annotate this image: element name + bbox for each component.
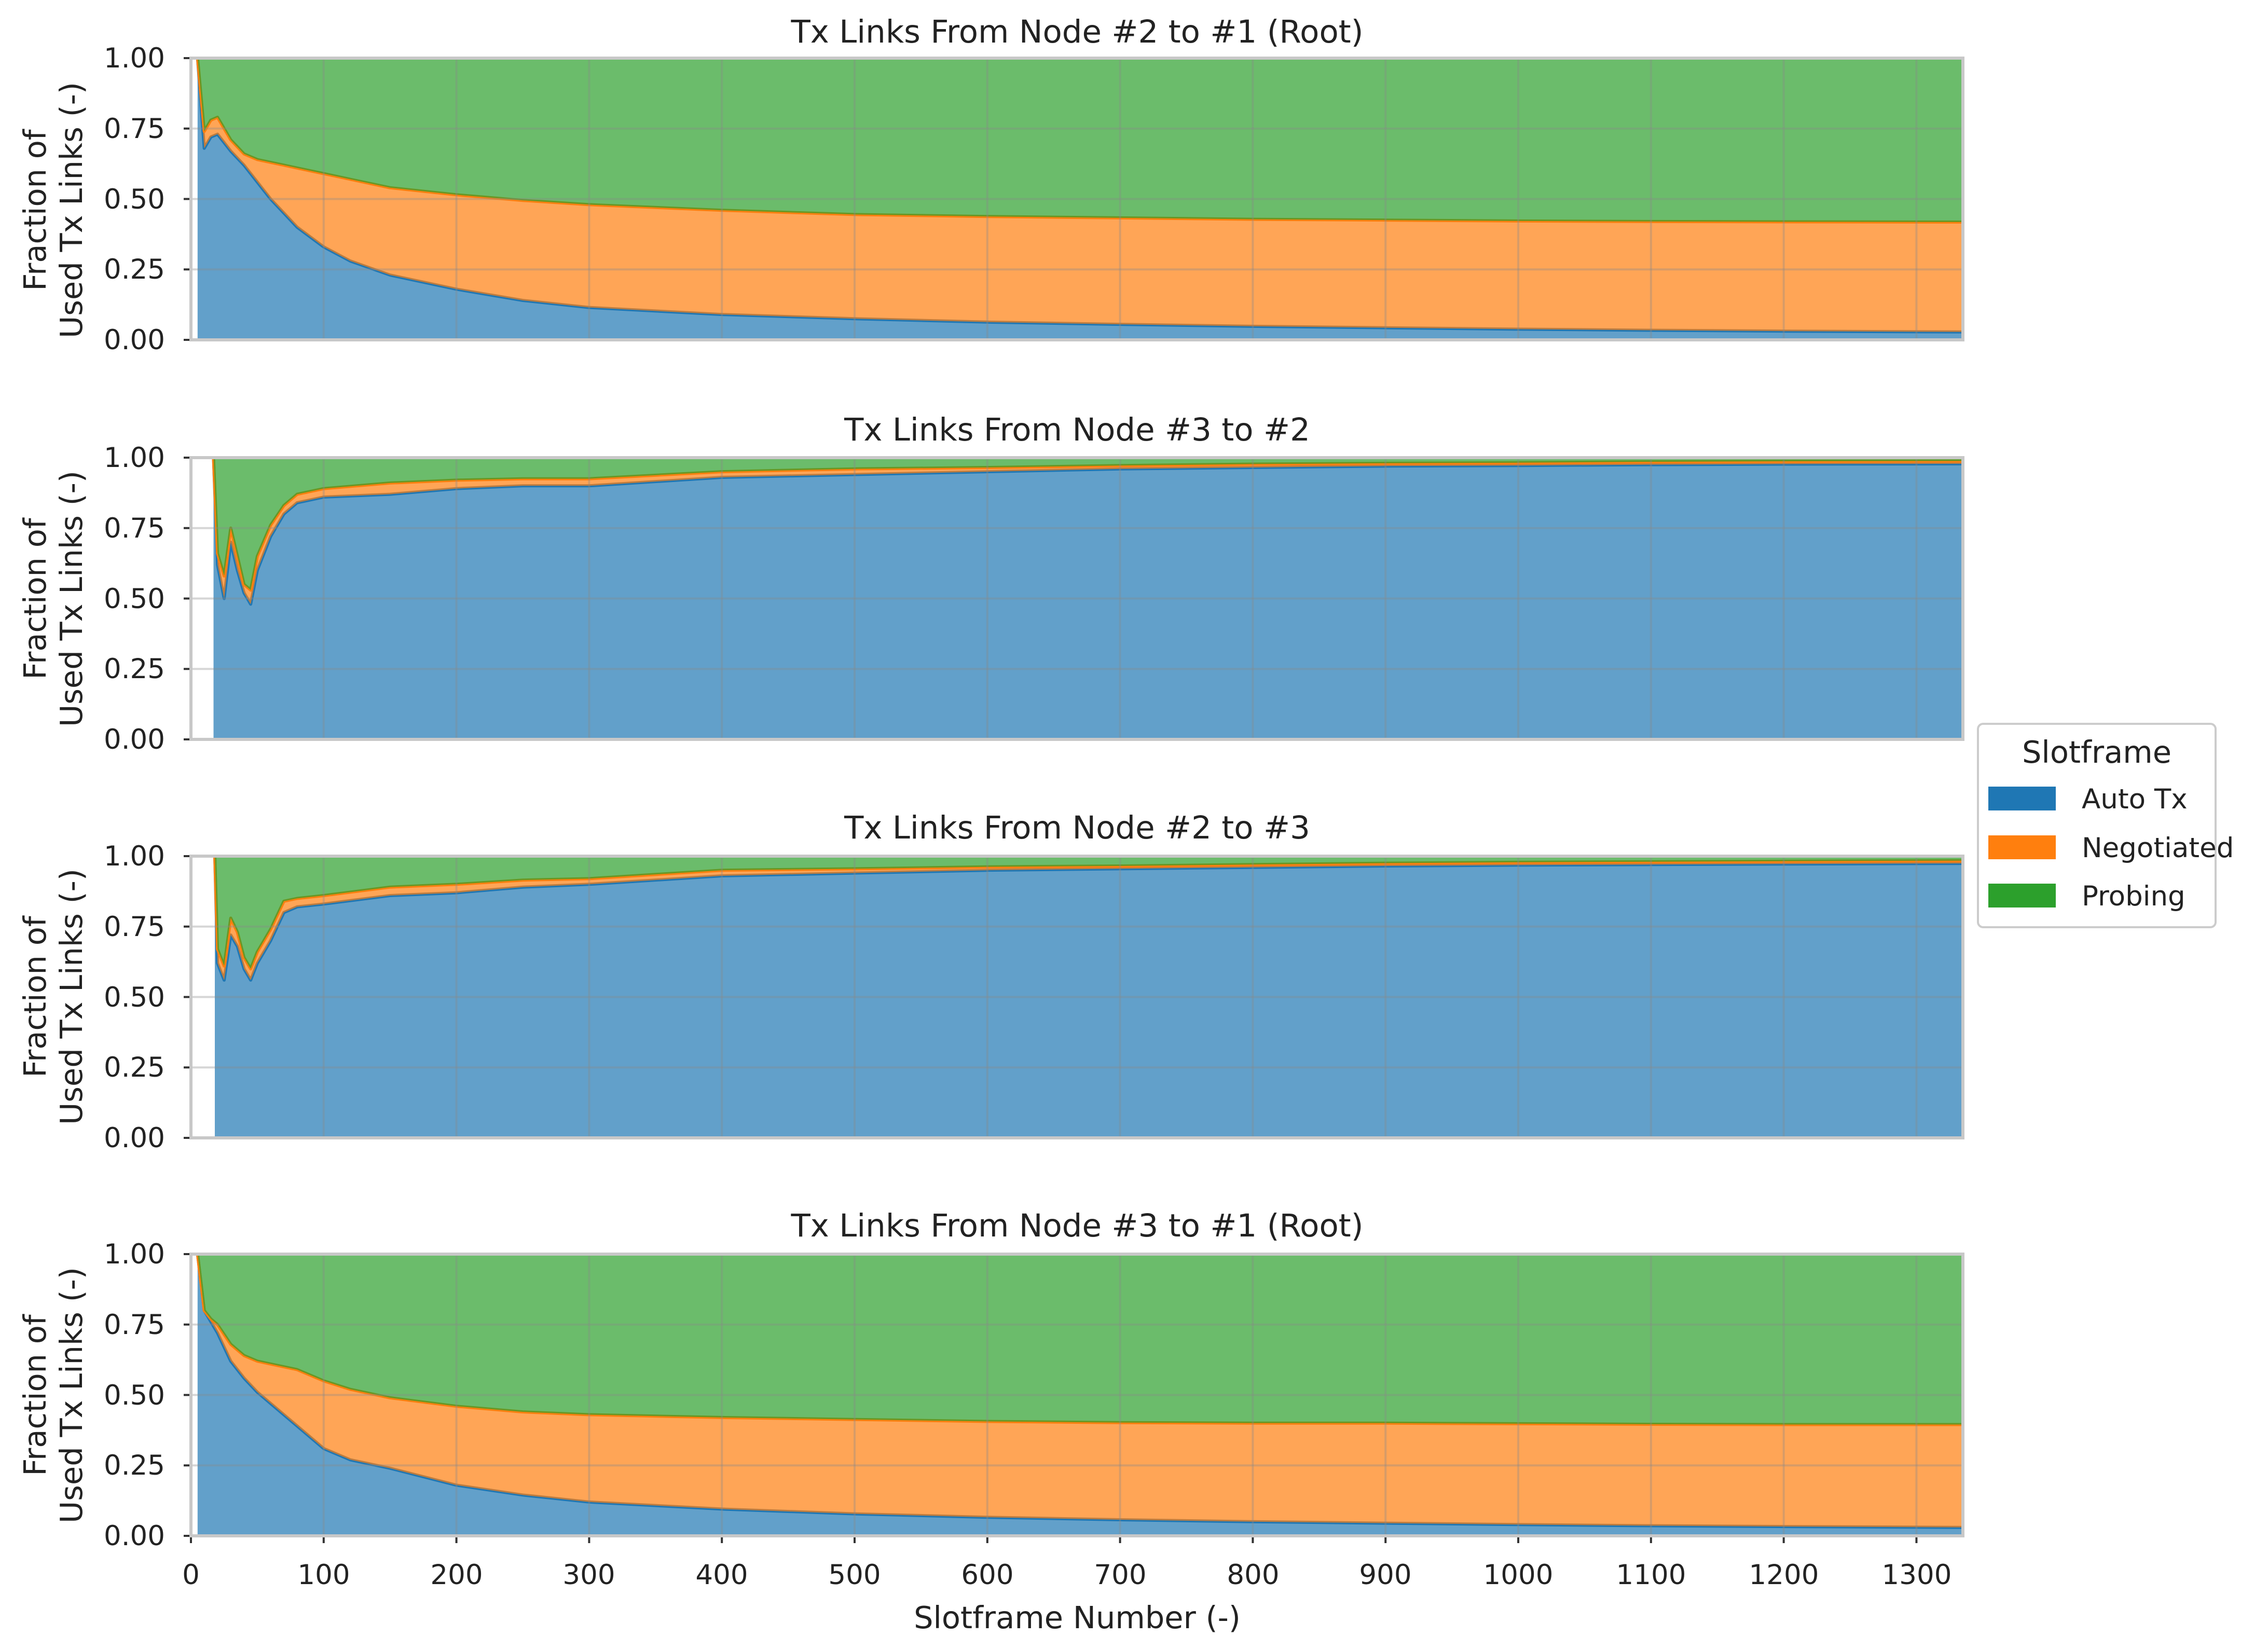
panel-3-y-tick-labels: 0.00 0.25 0.50 0.75 1.00 [104,841,165,1154]
panel-1: Tx Links From Node #2 to #1 (Root) Fract… [17,13,1964,356]
legend-title: Slotframe [2022,734,2171,770]
panel-3-ylabel-line1: Fraction of [17,915,53,1077]
panel-3-plot [184,855,1964,1139]
panel-3-ylabel-line2: Used Tx Links (-) [53,869,89,1125]
x-tick-label: 800 [1227,1559,1279,1591]
panel-4-ylabel-line1: Fraction of [17,1314,53,1476]
panel-1-ylabel-line2: Used Tx Links (-) [53,82,89,338]
y-tick-label: 0.25 [104,254,165,285]
area-probing [197,58,1963,222]
y-tick-label: 0.00 [104,324,165,356]
panel-4-plot [184,1253,1964,1543]
panel-1-y-tick-labels: 0.00 0.25 0.50 0.75 1.00 [104,43,165,356]
area-probing [213,458,1963,590]
legend-frame [1977,723,2217,928]
panel-2-title: Tx Links From Node #3 to #2 [844,411,1310,448]
legend-swatch-negotiated [1988,835,2056,859]
y-tick-label: 1.00 [104,43,165,74]
legend-label-auto-tx: Auto Tx [2082,783,2188,815]
panel-2-ylabel-line1: Fraction of [17,517,53,679]
area-auto-tx [197,1254,1963,1536]
x-tick-label: 600 [961,1559,1013,1591]
x-tick-labels: 0 100 200 300 400 500 600 700 800 900 10… [182,1559,1951,1591]
y-tick-label: 0.00 [104,724,165,755]
panel-4-y-tick-labels: 0.00 0.25 0.50 0.75 1.00 [104,1239,165,1552]
y-tick-label: 0.25 [104,653,165,685]
plot-frame [189,456,1964,741]
y-tick-label: 0.50 [104,583,165,615]
y-tick-label: 1.00 [104,1239,165,1270]
legend-swatch-probing [1988,884,2056,908]
y-tick-label: 0.00 [104,1520,165,1552]
y-tick-label: 0.25 [104,1450,165,1481]
plot-frame [189,57,1964,341]
legend-label-negotiated: Negotiated [2082,832,2234,864]
panel-1-plot [184,57,1964,341]
y-tick-label: 0.50 [104,184,165,215]
y-tick-label: 0.75 [104,513,165,544]
panel-2-ylabel-line2: Used Tx Links (-) [53,471,89,727]
x-tick-label: 100 [297,1559,350,1591]
area-negotiated [197,1254,1963,1528]
legend: Slotframe Auto Tx Negotiated Probing [1977,723,2234,928]
panel-4: Tx Links From Node #3 to #1 (Root) Fract… [17,1207,1964,1552]
x-axis-label: Slotframe Number (-) [914,1600,1241,1635]
area-probing [215,856,1963,969]
area-probing [197,1254,1963,1425]
panel-2-y-tick-labels: 0.00 0.25 0.50 0.75 1.00 [104,442,165,755]
area-auto-tx [215,856,1963,1138]
x-tick-label: 1300 [1882,1559,1952,1591]
plot-frame [189,1253,1964,1537]
panel-2: Tx Links From Node #3 to #2 Fraction of … [17,411,1964,755]
line-auto-tx [212,457,1963,606]
x-tick-label: 1100 [1616,1559,1686,1591]
plot-frame [189,855,1964,1139]
y-tick-label: 0.00 [104,1122,165,1154]
y-tick-label: 1.00 [104,841,165,872]
y-tick-label: 0.75 [104,911,165,943]
panel-4-title: Tx Links From Node #3 to #1 (Root) [790,1207,1363,1244]
line-negotiated [213,856,1963,971]
x-tick-label: 300 [562,1559,615,1591]
area-negotiated [197,58,1963,332]
x-tick-label: 400 [695,1559,748,1591]
area-auto-tx [197,58,1963,340]
panel-4-ylabel-line2: Used Tx Links (-) [53,1267,89,1523]
panel-1-ylabel-line1: Fraction of [17,129,53,291]
x-tick-label: 0 [182,1559,200,1591]
panel-3: Tx Links From Node #2 to #3 Fraction of … [17,809,1964,1154]
x-tick-label: 900 [1359,1559,1411,1591]
panel-1-title: Tx Links From Node #2 to #1 (Root) [790,13,1363,50]
y-tick-label: 0.75 [104,113,165,145]
y-tick-label: 0.50 [104,1380,165,1411]
x-tick-label: 1200 [1749,1559,1819,1591]
legend-swatch-auto-tx [1988,787,2056,810]
x-tick-label: 700 [1094,1559,1146,1591]
panel-3-title: Tx Links From Node #2 to #3 [844,809,1310,846]
line-negotiated [212,457,1963,592]
legend-label-probing: Probing [2082,881,2185,912]
area-auto-tx [213,458,1963,739]
y-tick-label: 0.50 [104,982,165,1013]
y-tick-label: 1.00 [104,442,165,474]
x-tick-label: 1000 [1483,1559,1554,1591]
y-tick-label: 0.75 [104,1309,165,1341]
panel-2-plot [184,456,1964,741]
x-tick-label: 200 [430,1559,483,1591]
x-tick-label: 500 [828,1559,881,1591]
y-tick-label: 0.25 [104,1052,165,1083]
